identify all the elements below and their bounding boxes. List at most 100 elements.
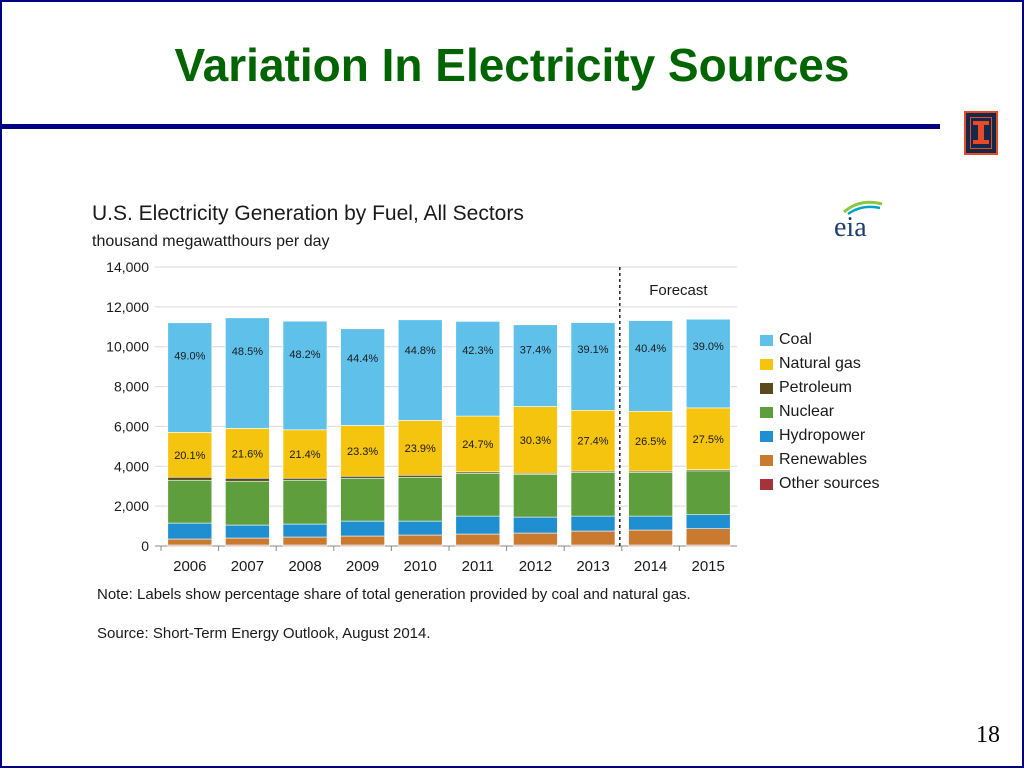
- bar-segment: [397, 319, 443, 421]
- x-tick-label: 2013: [576, 558, 609, 575]
- gas-share-label: 23.9%: [405, 443, 436, 455]
- bar-segment: [282, 320, 328, 431]
- y-tick-label: 14,000: [106, 259, 149, 275]
- legend-swatch: [760, 454, 773, 466]
- y-tick-label: 10,000: [106, 339, 149, 355]
- y-tick-label: 8,000: [114, 379, 149, 395]
- bar-segment: [628, 515, 673, 531]
- coal-share-label: 40.4%: [635, 343, 666, 355]
- bar-segment: [570, 409, 616, 472]
- x-tick-label: 2015: [692, 558, 725, 575]
- x-tick-label: 2008: [288, 558, 321, 575]
- bar-segment: [685, 514, 731, 529]
- bar-segment: [513, 406, 558, 474]
- bar-segment: [225, 428, 270, 479]
- legend-swatch: [760, 430, 773, 442]
- title-rule: [2, 124, 940, 129]
- legend-label: Natural gas: [779, 355, 861, 372]
- legend-label: Other sources: [779, 475, 880, 492]
- chart-subtitle: thousand megawatthours per day: [92, 233, 330, 250]
- chart-legend: Coal Natural gas Petroleum Nuclear Hydropowe…: [760, 328, 879, 496]
- svg-text:eia: eia: [834, 212, 867, 242]
- legend-label: Renewables: [779, 451, 868, 468]
- gas-share-label: 20.1%: [174, 450, 205, 462]
- legend-item: Petroleum: [760, 376, 879, 400]
- bar-segment: [455, 533, 501, 546]
- x-tick-label: 2014: [634, 558, 667, 575]
- bar-segment: [167, 432, 213, 478]
- bar-segment: [167, 322, 213, 433]
- coal-share-label: 49.0%: [174, 351, 205, 363]
- chart-title: U.S. Electricity Generation by Fuel, All…: [92, 202, 524, 225]
- coal-share-label: 42.3%: [462, 345, 493, 357]
- gas-share-label: 24.7%: [462, 439, 493, 451]
- bar-segment: [685, 528, 731, 546]
- bar-segment: [455, 472, 501, 517]
- x-tick-label: 2012: [519, 558, 552, 575]
- y-tick-label: 2,000: [114, 498, 149, 514]
- bar-segment: [570, 530, 616, 546]
- x-tick-label: 2009: [346, 558, 379, 575]
- bar-segment: [455, 515, 501, 535]
- bar-segment: [570, 322, 616, 411]
- bar-segment: [282, 523, 328, 538]
- illinois-logo: [964, 111, 998, 155]
- gas-share-label: 23.3%: [347, 446, 378, 458]
- legend-swatch: [760, 382, 773, 394]
- eia-logo: eia: [834, 200, 883, 242]
- bar-segment: [167, 479, 213, 524]
- bar-segment: [685, 470, 731, 516]
- coal-share-label: 37.4%: [520, 344, 551, 356]
- forecast-label: Forecast: [649, 282, 708, 299]
- chart-source: Source: Short-Term Energy Outlook, Augus…: [97, 625, 431, 642]
- bar-segment: [167, 538, 213, 546]
- bar-segment: [225, 537, 270, 546]
- bar-segment: [513, 324, 558, 407]
- bar-segment: [340, 477, 385, 522]
- x-tick-label: 2010: [404, 558, 437, 575]
- legend-item: Coal: [760, 328, 879, 352]
- bar-segment: [570, 471, 616, 517]
- bar-segment: [340, 520, 385, 537]
- coal-share-label: 44.4%: [347, 353, 378, 365]
- bar-segment: [513, 532, 558, 546]
- bar-segment: [513, 516, 558, 534]
- bar-segment: [340, 535, 385, 546]
- bar-segment: [513, 473, 558, 518]
- bar-segment: [225, 477, 270, 482]
- x-tick-label: 2006: [173, 558, 206, 575]
- bar-segment: [397, 476, 443, 522]
- coal-share-label: 48.2%: [289, 349, 320, 361]
- bar-segment: [340, 425, 385, 477]
- bar-segment: [397, 534, 443, 546]
- bar-segment: [225, 524, 270, 539]
- y-tick-label: 6,000: [114, 418, 149, 434]
- legend-label: Nuclear: [779, 403, 835, 420]
- bar-segment: [225, 317, 270, 429]
- y-tick-label: 4,000: [114, 458, 149, 474]
- bar-segment: [397, 420, 443, 476]
- coal-share-label: 44.8%: [405, 345, 436, 357]
- legend-item: Other sources: [760, 472, 879, 496]
- legend-swatch: [760, 358, 773, 370]
- bar-segment: [570, 515, 616, 532]
- gas-share-label: 21.4%: [289, 449, 320, 461]
- bar-segment: [455, 321, 501, 417]
- legend-item: Renewables: [760, 448, 879, 472]
- slide-title: Variation In Electricity Sources: [174, 39, 850, 91]
- legend-item: Natural gas: [760, 352, 879, 376]
- legend-item: Hydropower: [760, 424, 879, 448]
- bar-segment: [628, 320, 673, 412]
- bar-segment: [167, 476, 213, 481]
- legend-label: Coal: [779, 331, 812, 348]
- chart-note: Note: Labels show percentage share of to…: [97, 586, 691, 603]
- coal-share-label: 48.5%: [232, 346, 263, 358]
- gas-share-label: 26.5%: [635, 436, 666, 448]
- legend-swatch: [760, 334, 773, 346]
- coal-share-label: 39.0%: [693, 341, 724, 353]
- coal-share-label: 39.1%: [577, 344, 608, 356]
- legend-item: Nuclear: [760, 400, 879, 424]
- y-tick-label: 12,000: [106, 299, 149, 315]
